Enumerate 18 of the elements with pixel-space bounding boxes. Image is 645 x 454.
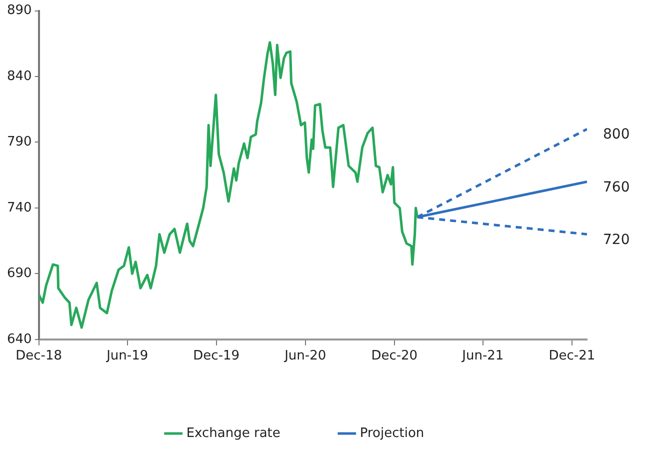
x-tick-label: Dec-21 bbox=[548, 348, 596, 364]
x-tick-label: Dec-19 bbox=[193, 348, 240, 364]
y-tick-label: 890 bbox=[6, 3, 32, 18]
annotation: 800 bbox=[603, 126, 630, 143]
y-tick-label: 740 bbox=[6, 200, 32, 216]
y-tick-label: 840 bbox=[6, 68, 32, 84]
y-tick-label: 690 bbox=[6, 266, 32, 282]
x-tick-label: Jun-20 bbox=[284, 348, 326, 364]
x-tick-label: Jun-19 bbox=[106, 348, 148, 364]
annotation: 720 bbox=[603, 232, 630, 248]
annotation: 760 bbox=[603, 179, 630, 196]
x-tick-label: Dec-18 bbox=[16, 348, 62, 364]
y-tick-label: 640 bbox=[6, 332, 32, 347]
x-tick-label: Jun-21 bbox=[461, 348, 504, 364]
legend-label: Exchange rate bbox=[186, 426, 280, 441]
x-tick-label: Dec-20 bbox=[371, 348, 418, 364]
legend-label: Projection bbox=[360, 426, 424, 441]
y-tick-label: 790 bbox=[6, 134, 32, 150]
